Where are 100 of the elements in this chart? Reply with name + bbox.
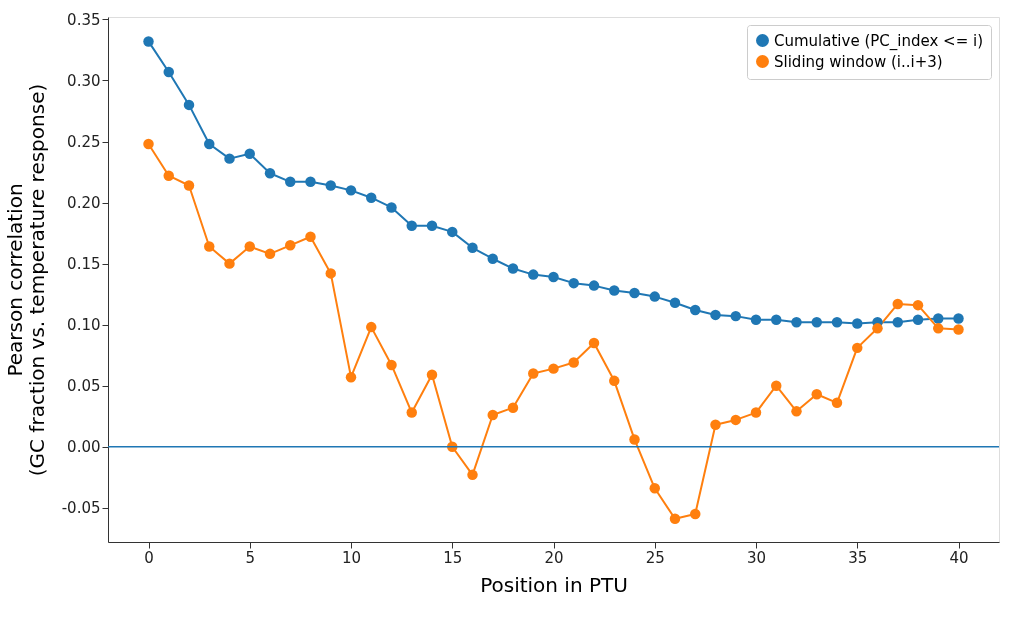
point <box>912 299 924 311</box>
y-tick-label: 0.15 <box>67 255 101 274</box>
point <box>649 483 660 494</box>
point <box>366 192 377 203</box>
point <box>649 291 660 302</box>
point <box>406 220 417 232</box>
point <box>426 220 438 232</box>
point <box>568 357 579 368</box>
point <box>224 258 235 269</box>
y-tick-label: 0.30 <box>67 71 101 90</box>
point <box>588 337 600 349</box>
point <box>406 407 417 418</box>
point <box>244 241 255 252</box>
point <box>852 342 863 354</box>
y-tick-label: 0.10 <box>67 316 101 335</box>
x-tick-label: 30 <box>746 548 767 567</box>
y-tick-label: -0.05 <box>61 499 101 518</box>
point <box>852 318 863 329</box>
point <box>183 180 195 191</box>
point <box>345 185 357 196</box>
point <box>528 269 539 280</box>
point <box>953 324 964 335</box>
x-axis-title: Position in PTU <box>480 572 628 597</box>
point <box>609 285 620 296</box>
point <box>285 240 296 251</box>
y-axis-title: Pearson correlation (GC fraction vs. temperature response) <box>2 83 49 477</box>
point <box>933 313 944 324</box>
point <box>750 314 762 326</box>
point <box>224 153 235 164</box>
point <box>892 298 903 310</box>
point <box>467 469 478 481</box>
y-tick-label: 0.25 <box>67 133 101 152</box>
point <box>163 66 174 78</box>
point <box>690 508 701 520</box>
point <box>791 406 802 417</box>
point <box>548 271 559 283</box>
point <box>730 414 741 426</box>
point <box>609 375 620 387</box>
x-tick-label: 10 <box>341 548 362 567</box>
point <box>325 268 336 279</box>
legend-label: Sliding window (i..i+3) <box>774 52 943 71</box>
point <box>548 363 559 374</box>
point <box>710 419 721 431</box>
point <box>487 253 498 264</box>
x-tick-label: 35 <box>848 548 868 567</box>
point <box>750 407 762 418</box>
point <box>811 317 822 328</box>
point <box>426 369 438 380</box>
point <box>730 310 741 322</box>
point <box>366 321 377 333</box>
point <box>568 277 579 289</box>
point <box>507 263 519 274</box>
point <box>143 36 154 47</box>
point <box>872 323 883 334</box>
point <box>143 138 154 150</box>
point <box>690 304 701 316</box>
point <box>953 313 964 324</box>
x-tick-label: 0 <box>144 548 154 567</box>
point <box>629 434 640 445</box>
point <box>669 297 681 308</box>
point <box>204 138 215 150</box>
y-tick-label: 0.35 <box>67 10 101 29</box>
point <box>528 368 539 379</box>
point <box>710 309 721 321</box>
point <box>386 202 397 213</box>
point <box>892 317 903 328</box>
point <box>831 317 843 328</box>
point <box>507 402 519 413</box>
point <box>771 314 782 326</box>
point <box>771 380 782 391</box>
point <box>487 409 498 421</box>
point <box>669 513 681 525</box>
point <box>629 287 640 299</box>
x-tick-label: 5 <box>245 548 256 567</box>
point <box>325 180 336 191</box>
y-tick-label: 0.05 <box>67 377 101 396</box>
point <box>588 280 600 291</box>
point <box>831 397 843 409</box>
x-tick-label: 40 <box>949 548 969 567</box>
point <box>305 231 316 242</box>
point <box>183 99 195 111</box>
point <box>933 323 944 334</box>
point <box>264 248 276 260</box>
point <box>285 176 296 188</box>
point <box>305 176 316 188</box>
point <box>811 389 822 400</box>
x-tick-label: 15 <box>443 548 463 567</box>
point <box>386 359 397 371</box>
y-tick-label: 0.20 <box>67 194 101 213</box>
point <box>791 317 802 328</box>
x-tick-label: 25 <box>645 548 665 567</box>
point <box>912 314 924 326</box>
legend-label: Cumulative (PC_index <= i) <box>774 31 983 51</box>
point <box>447 226 458 238</box>
point <box>467 242 478 253</box>
point <box>264 168 276 179</box>
point <box>244 148 255 159</box>
point <box>345 371 357 383</box>
point <box>204 241 215 252</box>
point <box>163 170 174 181</box>
